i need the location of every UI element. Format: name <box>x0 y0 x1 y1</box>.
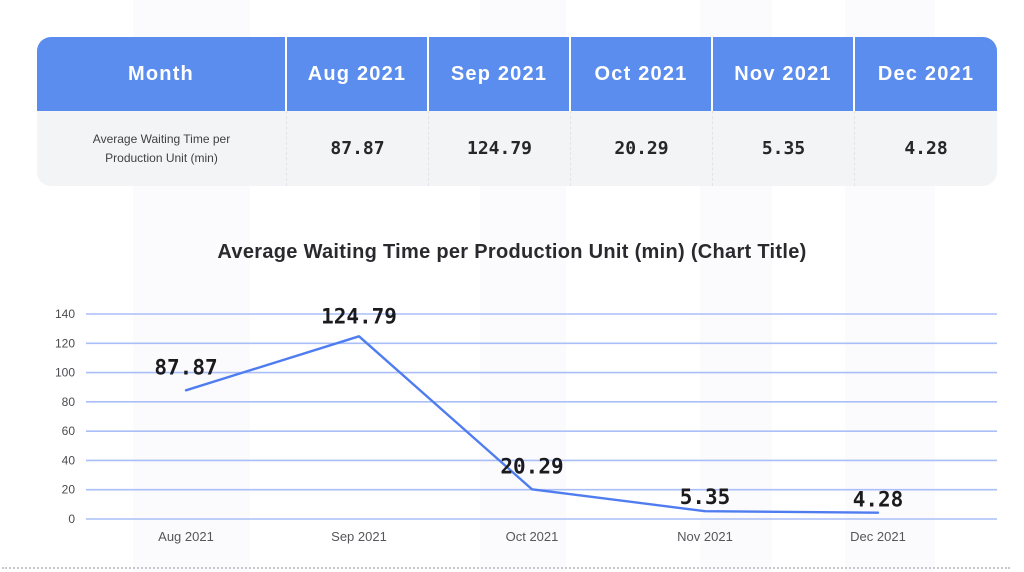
y-tick-label: 40 <box>62 453 76 467</box>
data-label: 5.35 <box>680 485 731 509</box>
table-header-cell: Oct 2021 <box>571 37 713 111</box>
table-header-cell: Month <box>37 37 287 111</box>
data-label: 87.87 <box>154 355 217 379</box>
x-axis-labels: Aug 2021 Sep 2021 Oct 2021 Nov 2021 Dec 2021 <box>158 529 906 544</box>
x-tick-label: Nov 2021 <box>677 529 733 544</box>
data-label: 4.28 <box>853 488 904 512</box>
table-header-cell: Dec 2021 <box>855 37 997 111</box>
bottom-divider <box>2 567 1010 569</box>
table-header-cell: Nov 2021 <box>713 37 855 111</box>
y-tick-label: 60 <box>62 424 76 438</box>
waiting-time-table: Month Aug 2021 Sep 2021 Oct 2021 Nov 2021 Dec… <box>37 37 997 186</box>
table-row-label: Average Waiting Time per Production Unit… <box>37 111 287 186</box>
table-header-row: Month Aug 2021 Sep 2021 Oct 2021 Nov 2021 Dec… <box>37 37 997 111</box>
x-tick-label: Sep 2021 <box>331 529 387 544</box>
table-value-cell: 124.79 <box>429 111 571 186</box>
x-tick-label: Aug 2021 <box>158 529 214 544</box>
x-tick-label: Dec 2021 <box>850 529 906 544</box>
table-value-cell: 5.35 <box>713 111 855 186</box>
table-value-cell: 4.28 <box>855 111 997 186</box>
data-labels: 87.87 124.79 20.29 5.35 4.28 <box>154 304 903 511</box>
table-value-cell: 87.87 <box>287 111 429 186</box>
y-axis-labels: 0 20 40 60 80 100 120 140 <box>55 307 75 526</box>
y-tick-label: 80 <box>62 395 76 409</box>
y-tick-label: 20 <box>62 483 76 497</box>
table-header-cell: Sep 2021 <box>429 37 571 111</box>
table-value-cell: 20.29 <box>571 111 713 186</box>
table-header-cell: Aug 2021 <box>287 37 429 111</box>
series-line <box>184 335 880 514</box>
table-data-row: Average Waiting Time per Production Unit… <box>37 111 997 186</box>
y-tick-label: 0 <box>68 512 75 526</box>
data-label: 20.29 <box>500 454 563 478</box>
y-tick-label: 120 <box>55 336 75 350</box>
y-tick-label: 140 <box>55 307 75 321</box>
x-tick-label: Oct 2021 <box>506 529 559 544</box>
chart-title: Average Waiting Time per Production Unit… <box>217 241 807 263</box>
y-tick-label: 100 <box>55 366 75 380</box>
data-label: 124.79 <box>321 304 397 328</box>
